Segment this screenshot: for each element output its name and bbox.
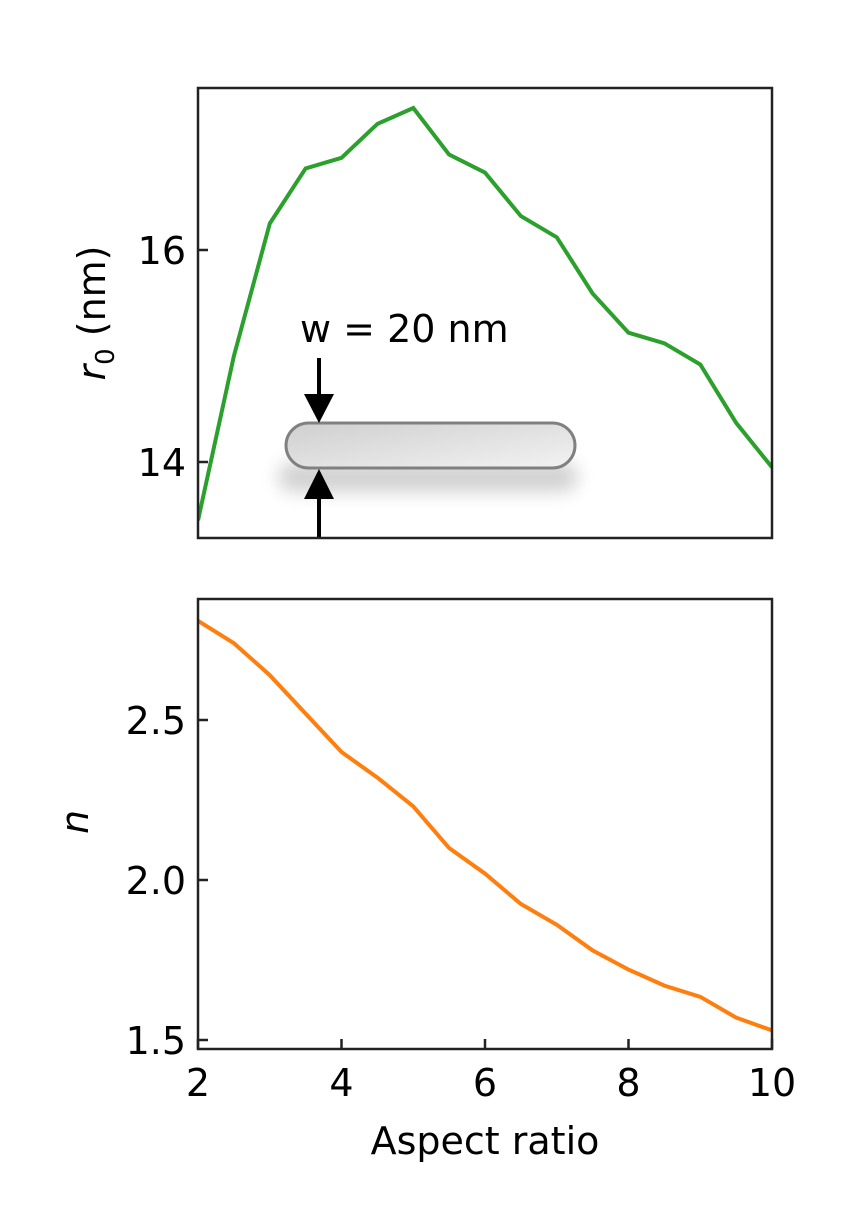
bottom-y-axis-label: n (53, 810, 97, 834)
arrow-down-icon (304, 394, 334, 423)
arrow-up-icon (304, 469, 334, 499)
top-panel-r0: w = 20 nm 14 16 r0 (nm) (70, 86, 774, 540)
y-tick-label: 14 (138, 441, 186, 485)
width-annotation: w = 20 nm (300, 307, 509, 351)
top-y-ticks: 14 16 (138, 229, 208, 485)
x-tick-label: 8 (616, 1061, 640, 1105)
y-tick-label: 16 (138, 229, 186, 273)
x-axis-label: Aspect ratio (371, 1119, 600, 1163)
y-tick-label: 1.5 (126, 1019, 186, 1063)
x-tick-label: 10 (748, 1061, 796, 1105)
bottom-panel-n: 1.5 2.0 2.5 2 4 6 8 10 n Aspect ratio (53, 597, 796, 1163)
x-tick-label: 2 (186, 1061, 210, 1105)
x-tick-label: 4 (329, 1061, 353, 1105)
top-y-axis-label: r0 (nm) (70, 245, 121, 380)
bottom-axes-frame (196, 597, 774, 1051)
nanorod-illustration (278, 421, 578, 492)
y-tick-label: 2.0 (126, 859, 186, 903)
x-tick-label: 6 (473, 1061, 497, 1105)
bottom-y-ticks: 1.5 2.0 2.5 (126, 699, 208, 1063)
top-axes-frame (196, 86, 774, 540)
r0-line (198, 105, 772, 521)
width-arrows (304, 358, 334, 538)
nanorod-shape (284, 421, 577, 470)
n-line (198, 619, 772, 1033)
y-tick-label: 2.5 (126, 699, 186, 743)
bottom-x-ticks: 2 4 6 8 10 (186, 1039, 796, 1105)
